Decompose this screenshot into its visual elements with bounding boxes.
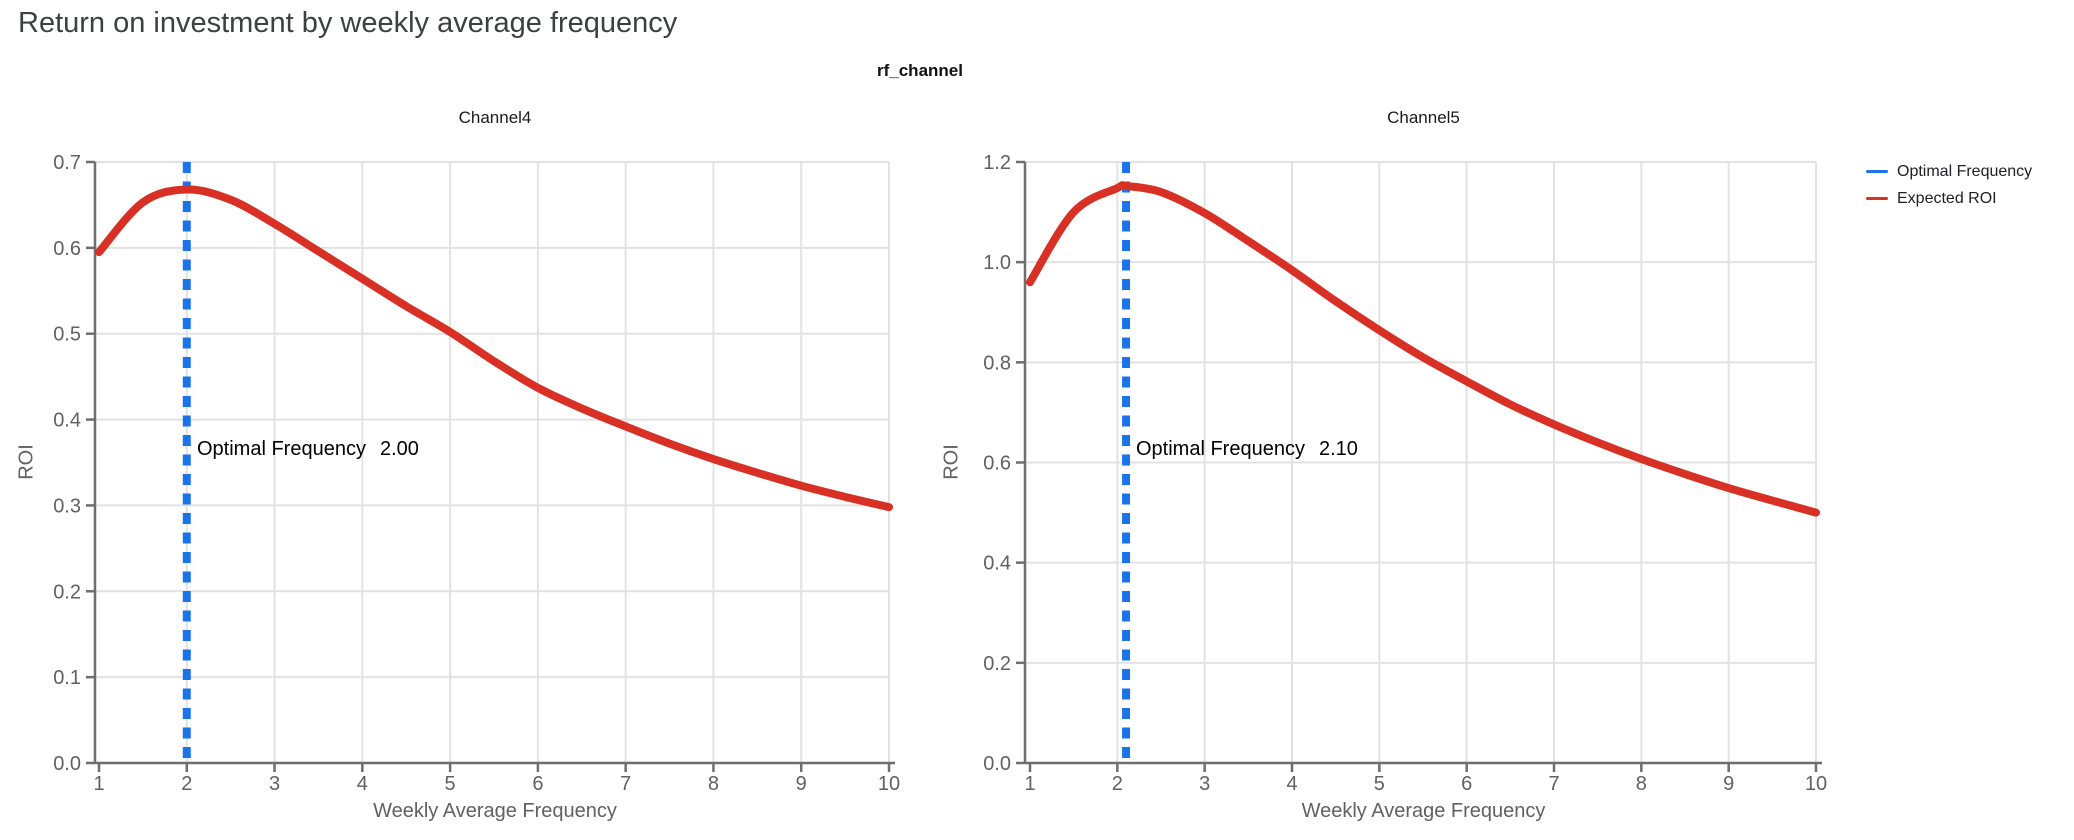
y-tick-label: 0.8: [983, 352, 1011, 374]
plot-area: 0.0 0.2 0.4 0.6 0.8 1.0 1.2 1 2 3 4 5 6 7 8 9 10: [983, 152, 1827, 795]
chart-channel4: Channel4 0.0 0.1 0.2 0.3 0.4 0.5 0.6 0.7 1 2 3 4 5 6 7…: [0, 100, 960, 840]
y-tick-label: 0.3: [53, 495, 81, 517]
x-axis-label: Weekly Average Frequency: [373, 800, 617, 822]
x-tick-label: 1: [1024, 773, 1035, 795]
x-tick-label: 10: [878, 773, 900, 795]
y-tick-label: 0.0: [53, 753, 81, 775]
y-axis-label: ROI: [940, 444, 963, 480]
optimal-frequency-annotation: Optimal Frequency 2.10: [1136, 438, 1358, 461]
x-tick-label: 4: [1286, 773, 1297, 795]
expected-roi-line[interactable]: [95, 185, 893, 512]
optimal-frequency-swatch: [1866, 170, 1888, 173]
optimal-frequency-annotation: Optimal Frequency 2.00: [197, 438, 419, 461]
x-tick-label: 6: [1461, 773, 1472, 795]
x-tick-label: 7: [1548, 773, 1559, 795]
x-tick-label: 5: [1374, 773, 1385, 795]
x-tick-label: 4: [357, 773, 368, 795]
annotation-value: 2.10: [1318, 438, 1358, 460]
y-tick-label: 0.7: [53, 152, 81, 174]
legend-item-expected-roi[interactable]: Expected ROI: [1866, 185, 2032, 212]
y-tick-label: 0.5: [53, 324, 81, 346]
y-tick-label: 0.2: [983, 653, 1011, 675]
x-tick-label: 6: [532, 773, 543, 795]
y-tick-label: 0.4: [983, 553, 1011, 575]
legend-label: Optimal Frequency: [1897, 162, 2033, 180]
y-tick-label: 0.0: [983, 753, 1011, 775]
y-tick-label: 0.6: [983, 453, 1011, 475]
legend-label: Expected ROI: [1897, 189, 1997, 207]
y-tick-label: 1.0: [983, 252, 1011, 274]
x-tick-label: 7: [620, 773, 631, 795]
annotation-label: Optimal Frequency: [1136, 438, 1305, 460]
expected-roi-swatch: [1866, 197, 1888, 200]
x-tick-label: 2: [1112, 773, 1123, 795]
figure-title: rf_channel: [877, 61, 963, 80]
x-tick-label: 8: [1636, 773, 1647, 795]
y-axis-label: ROI: [15, 444, 38, 480]
x-tick-label: 9: [1723, 773, 1734, 795]
y-tick-label: 0.1: [53, 667, 81, 689]
x-tick-label: 8: [708, 773, 719, 795]
x-tick-label: 3: [269, 773, 280, 795]
y-tick-label: 1.2: [983, 152, 1011, 174]
x-axis-label: Weekly Average Frequency: [1301, 800, 1546, 822]
y-tick-label: 0.6: [53, 238, 81, 260]
y-tick-label: 0.2: [53, 581, 81, 603]
chart-title: Channel5: [1387, 108, 1460, 127]
x-tick-label: 2: [181, 773, 192, 795]
expected-roi-line[interactable]: [1026, 181, 1820, 517]
chart-channel5: Channel5 0.0 0.2 0.4 0.6 0.8 1.0 1.2 1 2 3 4 5 6 7 8 9 1…: [940, 100, 1880, 840]
x-tick-label: 9: [796, 773, 807, 795]
x-tick-label: 1: [93, 773, 104, 795]
annotation-label: Optimal Frequency: [197, 438, 366, 460]
legend-item-optimal-frequency[interactable]: Optimal Frequency: [1866, 158, 2032, 185]
plot-area: 0.0 0.1 0.2 0.3 0.4 0.5 0.6 0.7 1 2 3 4 5 6 7 8 9 10: [53, 152, 900, 795]
page-title: Return on investment by weekly average f…: [18, 7, 678, 39]
x-tick-label: 3: [1199, 773, 1210, 795]
annotation-value: 2.00: [379, 438, 419, 460]
chart-title: Channel4: [458, 108, 532, 127]
x-tick-label: 5: [445, 773, 456, 795]
x-tick-label: 10: [1805, 773, 1827, 795]
legend: Optimal Frequency Expected ROI: [1866, 158, 2032, 212]
y-tick-label: 0.4: [53, 410, 81, 432]
